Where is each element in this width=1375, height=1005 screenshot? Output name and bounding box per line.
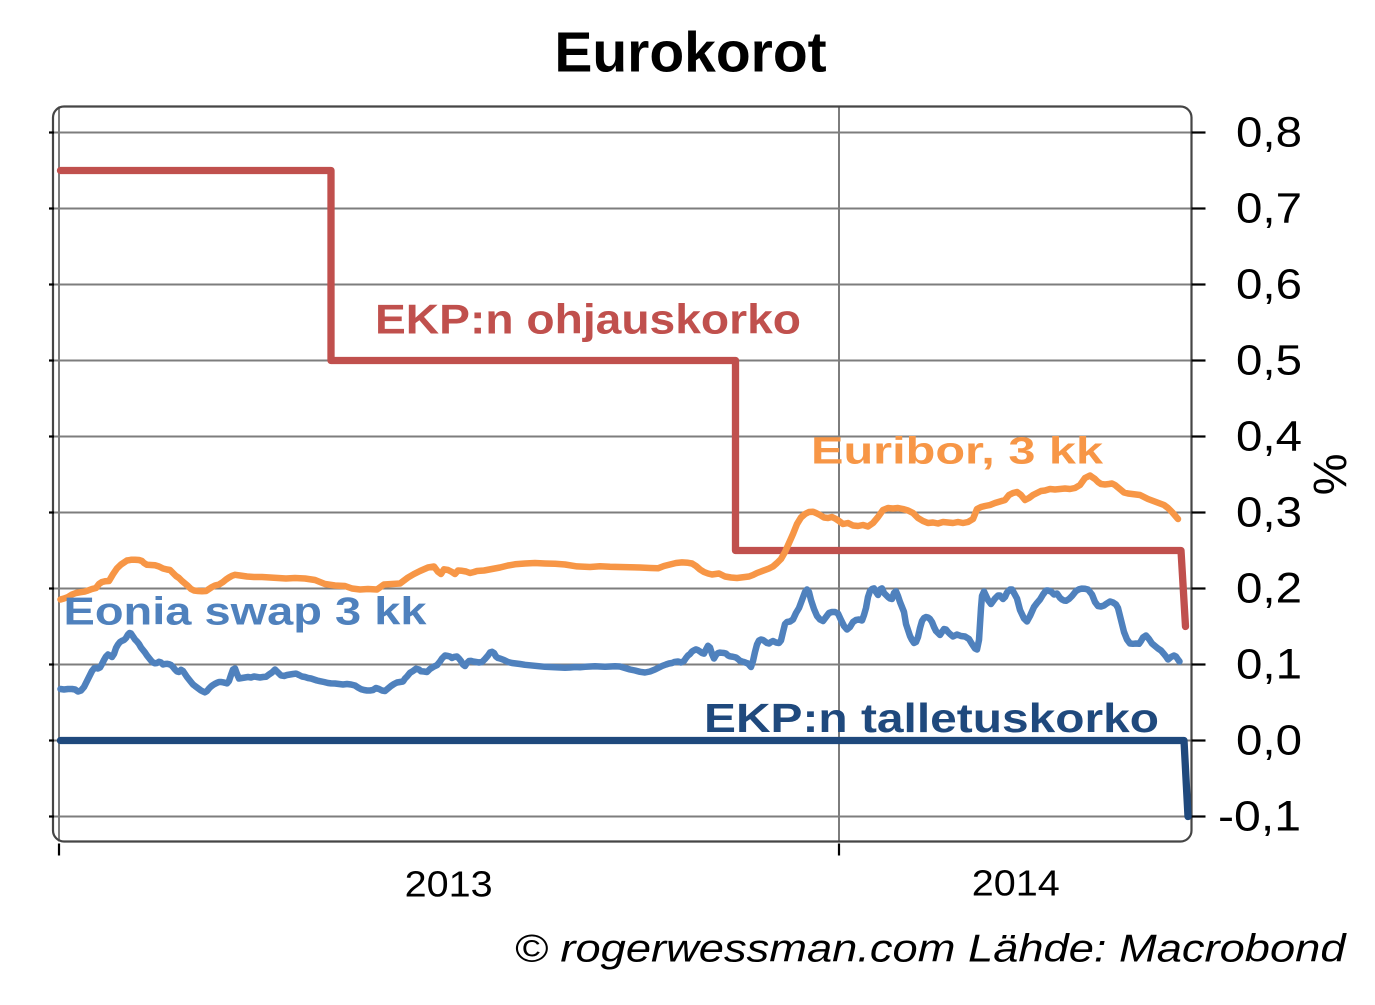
svg-text:EKP:n ohjauskorko: EKP:n ohjauskorko	[375, 295, 801, 342]
svg-text:2013: 2013	[405, 864, 493, 905]
svg-text:0,6: 0,6	[1236, 261, 1302, 308]
svg-text:© rogerwessman.com Lähde: Macr: © rogerwessman.com Lähde: Macrobond	[515, 928, 1348, 971]
svg-text:Eonia swap 3 kk: Eonia swap 3 kk	[64, 591, 427, 634]
svg-text:0,7: 0,7	[1236, 185, 1302, 232]
svg-text:0,3: 0,3	[1236, 489, 1302, 536]
svg-text:0,4: 0,4	[1236, 413, 1302, 460]
svg-text:-0,1: -0,1	[1218, 793, 1301, 840]
svg-text:%: %	[1303, 453, 1356, 495]
svg-text:EKP:n talletuskorko: EKP:n talletuskorko	[704, 695, 1159, 741]
svg-text:0,1: 0,1	[1236, 641, 1302, 688]
svg-text:0,0: 0,0	[1236, 717, 1302, 764]
svg-text:0,5: 0,5	[1236, 337, 1302, 384]
svg-text:Eurokorot: Eurokorot	[554, 20, 826, 84]
svg-text:0,8: 0,8	[1236, 109, 1302, 156]
svg-text:0,2: 0,2	[1236, 565, 1302, 612]
svg-text:2014: 2014	[972, 863, 1060, 904]
svg-text:Euribor, 3 kk: Euribor, 3 kk	[811, 430, 1104, 472]
